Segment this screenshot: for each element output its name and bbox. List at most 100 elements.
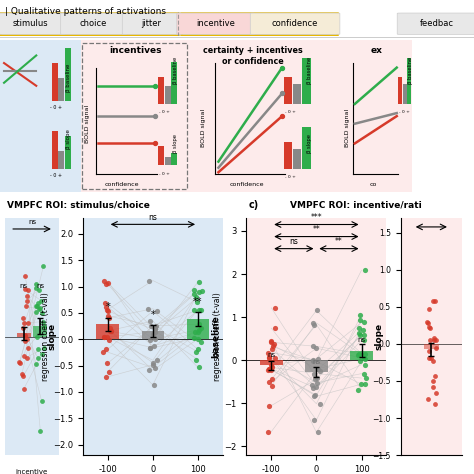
Point: [151, 140, 158, 147]
Point: [425, 395, 432, 402]
Point: [265, 365, 273, 373]
Bar: [398, 77, 402, 104]
FancyBboxPatch shape: [397, 13, 474, 35]
Point: [146, 277, 153, 284]
Point: [430, 334, 438, 342]
Bar: [65, 136, 71, 169]
Point: [425, 346, 432, 354]
Point: [431, 297, 439, 305]
Point: [265, 365, 273, 373]
Point: [35, 299, 42, 307]
Point: [192, 293, 200, 301]
Point: [33, 308, 40, 315]
Text: ns: ns: [28, 219, 36, 225]
Text: | Qualitative patterns of activations: | Qualitative patterns of activations: [5, 8, 166, 16]
Text: ns: ns: [357, 337, 365, 343]
Point: [151, 82, 158, 90]
Point: [264, 349, 272, 356]
Point: [264, 366, 271, 374]
Text: - 0 +: - 0 +: [159, 110, 170, 114]
Text: β slope: β slope: [307, 134, 312, 153]
Text: **: **: [193, 297, 203, 307]
Point: [21, 286, 29, 293]
Point: [192, 356, 200, 364]
Bar: [158, 77, 164, 104]
Point: [33, 302, 41, 310]
Point: [146, 317, 154, 325]
Bar: [293, 84, 301, 104]
Bar: [17, 333, 31, 337]
Point: [265, 402, 273, 410]
Point: [312, 345, 320, 352]
Point: [100, 333, 107, 341]
Bar: [293, 149, 301, 169]
Text: choice: choice: [80, 19, 107, 27]
Point: [193, 299, 201, 306]
Point: [309, 357, 316, 365]
Bar: [302, 127, 310, 169]
Point: [314, 428, 322, 436]
Text: BOLD signal: BOLD signal: [345, 109, 350, 147]
Point: [316, 400, 324, 408]
Point: [23, 292, 31, 299]
Point: [195, 278, 202, 286]
Point: [19, 372, 27, 380]
Text: confidence: confidence: [272, 19, 318, 27]
Point: [22, 303, 30, 310]
Point: [271, 354, 279, 362]
Point: [33, 361, 40, 368]
Point: [149, 331, 157, 338]
Point: [198, 287, 206, 295]
Text: *: *: [105, 302, 110, 312]
Point: [264, 428, 272, 436]
Point: [105, 314, 113, 321]
Point: [425, 305, 433, 313]
Point: [149, 359, 156, 366]
Point: [278, 64, 286, 72]
Point: [356, 317, 364, 324]
Point: [355, 330, 362, 337]
Point: [310, 416, 318, 424]
Point: [357, 380, 365, 388]
Text: baseline: baseline: [211, 315, 220, 358]
Point: [38, 310, 46, 317]
Point: [147, 322, 155, 330]
Point: [431, 400, 438, 408]
Point: [151, 336, 159, 343]
Point: [265, 354, 273, 361]
Point: [20, 319, 28, 327]
Bar: [284, 77, 292, 104]
Point: [151, 364, 159, 372]
Point: [153, 307, 160, 315]
Text: BOLD signal: BOLD signal: [85, 105, 90, 143]
Point: [150, 342, 158, 350]
Point: [33, 333, 41, 341]
Text: **: **: [312, 226, 320, 235]
Point: [429, 377, 437, 385]
Point: [354, 351, 362, 358]
Point: [20, 352, 27, 360]
Text: - 0 +: - 0 +: [159, 172, 170, 176]
Point: [267, 366, 275, 374]
Bar: [171, 153, 177, 164]
Point: [268, 364, 276, 371]
Text: ns: ns: [20, 283, 28, 289]
Point: [151, 324, 159, 332]
Point: [311, 392, 319, 399]
Point: [265, 378, 273, 385]
Text: ns: ns: [290, 237, 298, 246]
Point: [35, 305, 42, 313]
Bar: [52, 131, 58, 169]
Point: [360, 337, 367, 344]
Point: [310, 370, 318, 377]
Point: [104, 312, 112, 319]
Point: [356, 331, 364, 339]
Point: [100, 334, 108, 341]
Bar: [165, 157, 171, 164]
Point: [361, 266, 369, 274]
Point: [268, 338, 275, 346]
Text: confidence: confidence: [230, 182, 264, 187]
Point: [313, 374, 320, 382]
Point: [36, 304, 44, 311]
Point: [23, 354, 30, 361]
